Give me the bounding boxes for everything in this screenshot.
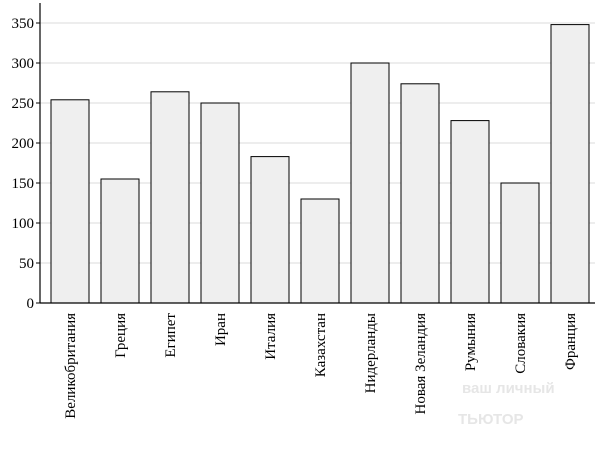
x-tick-label: Новая Зеландия	[413, 313, 429, 415]
bar	[150, 91, 190, 304]
y-tick-label: 350	[12, 16, 35, 32]
bar	[500, 182, 540, 304]
x-tick-label: Иран	[213, 313, 229, 346]
bar	[400, 83, 440, 304]
x-tick-label: Египет	[163, 313, 179, 358]
bar	[100, 178, 140, 304]
x-tick-label: Греция	[113, 313, 129, 358]
bar	[550, 24, 590, 304]
x-tick-label: Словакия	[513, 313, 529, 374]
x-tick-label: Великобритания	[63, 313, 79, 419]
y-tick-label: 50	[19, 256, 34, 272]
x-tick-label: Казахстан	[313, 313, 329, 377]
bar	[350, 62, 390, 304]
x-tick-label: Нидерланды	[363, 313, 379, 393]
bar	[450, 120, 490, 304]
x-tick-label: Румыния	[463, 313, 479, 371]
watermark: ТЬЮТОР	[458, 411, 524, 428]
y-tick-label: 200	[12, 136, 35, 152]
y-tick-label: 250	[12, 96, 35, 112]
bar	[250, 156, 290, 304]
bar	[200, 102, 240, 304]
watermark: ваш личный	[462, 380, 555, 397]
y-tick-label: 100	[12, 216, 35, 232]
x-tick-label: Италия	[263, 313, 279, 360]
y-tick-label: 300	[12, 56, 35, 72]
x-tick-label: Франция	[563, 313, 579, 370]
bar	[50, 99, 90, 304]
y-tick-label: 150	[12, 176, 35, 192]
bar	[300, 198, 340, 304]
y-tick-label: 0	[27, 296, 35, 312]
